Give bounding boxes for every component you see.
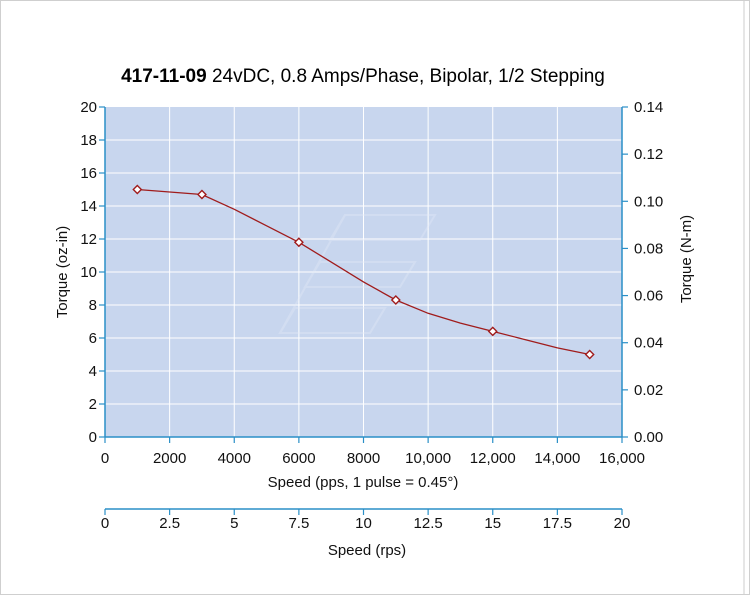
x2-axis-label: Speed (rps): [328, 542, 406, 559]
y-axis-label: Torque (oz-in): [54, 226, 71, 319]
y-tick-label: 16: [80, 165, 97, 182]
x-tick-label: 10,000: [405, 450, 451, 467]
chart-title: 417-11-09 24vDC, 0.8 Amps/Phase, Bipolar…: [121, 66, 605, 87]
watermark-bar-top: [328, 214, 437, 241]
watermark-bar-bottom: [278, 307, 387, 334]
chart-title-specs: 24vDC, 0.8 Amps/Phase, Bipolar, 1/2 Step…: [207, 66, 605, 87]
y-tick-label: 20: [80, 99, 97, 116]
x2-tick-label: 12.5: [414, 515, 443, 532]
y-tick-label: 2: [89, 396, 97, 413]
y-tick-label: 12: [80, 231, 97, 248]
x-axis-label: Speed (pps, 1 pulse = 0.45°): [268, 474, 459, 491]
x2-tick-label: 7.5: [288, 515, 309, 532]
x2-tick-label: 0: [101, 515, 109, 532]
data-point-marker: [132, 184, 143, 195]
x-tick-label: 8000: [347, 450, 380, 467]
chart-title-model: 417-11-09: [121, 66, 207, 87]
y2-tick-label: 0.10: [634, 193, 663, 210]
x-tick-label: 6000: [282, 450, 315, 467]
x-tick-label: 0: [101, 450, 109, 467]
watermark-bar-middle: [303, 261, 417, 288]
y2-tick-label: 0.04: [634, 335, 663, 352]
x-tick-label: 4000: [218, 450, 251, 467]
torque-curve: [137, 188, 590, 356]
y-tick-label: 8: [89, 297, 97, 314]
y-tick-label: 0: [89, 429, 97, 446]
x-tick-label: 14,000: [534, 450, 580, 467]
data-point-marker: [390, 295, 401, 306]
y-tick-label: 4: [89, 363, 97, 380]
data-point-marker: [487, 326, 498, 337]
x2-tick-label: 2.5: [159, 515, 180, 532]
y-tick-label: 18: [80, 132, 97, 149]
data-point-marker: [196, 189, 207, 200]
data-point-marker: [584, 349, 595, 360]
x2-tick-label: 15: [484, 515, 501, 532]
y2-axis-label: Torque (N-m): [678, 215, 695, 303]
watermark-logo: [278, 214, 437, 334]
x-tick-label: 16,000: [599, 450, 645, 467]
data-point-marker: [293, 237, 304, 248]
x2-tick-label: 20: [614, 515, 631, 532]
y-tick-label: 14: [80, 198, 97, 215]
y2-tick-label: 0.14: [634, 99, 663, 116]
y2-tick-label: 0.06: [634, 288, 663, 305]
y2-tick-label: 0.08: [634, 240, 663, 257]
x2-tick-label: 17.5: [543, 515, 572, 532]
x-tick-label: 12,000: [470, 450, 516, 467]
y2-tick-label: 0.12: [634, 146, 663, 163]
y2-tick-label: 0.00: [634, 429, 663, 446]
x-tick-label: 2000: [153, 450, 186, 467]
watermark-stroke: [279, 214, 346, 334]
y-tick-label: 10: [80, 264, 97, 281]
x2-tick-label: 5: [230, 515, 238, 532]
y-tick-label: 6: [89, 330, 97, 347]
x2-tick-label: 10: [355, 515, 372, 532]
y2-tick-label: 0.02: [634, 382, 663, 399]
